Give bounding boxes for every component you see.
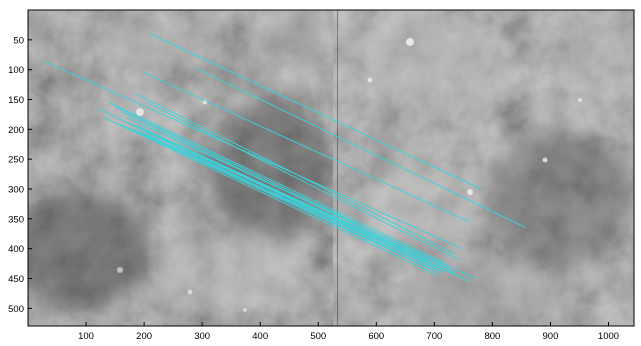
y-tick-label: 100	[8, 65, 24, 76]
match-line	[45, 61, 463, 250]
x-tick-label: 700	[426, 331, 442, 342]
x-tick-label: 300	[194, 331, 210, 342]
x-tick-label: 500	[310, 331, 326, 342]
match-line	[135, 93, 457, 256]
axes-frame	[27, 9, 635, 327]
y-tick-label: 350	[8, 214, 24, 225]
y-axis-ticks: 50 100 150 200 250 300 350 400 450 500	[8, 35, 32, 315]
left-surface-image	[28, 10, 340, 326]
x-axis-ticks: 100 200 300 400 500 600 700 800 900 1000	[78, 322, 619, 342]
y-tick-label: 450	[8, 274, 24, 285]
x-tick-label: 100	[78, 331, 94, 342]
x-tick-label: 1000	[598, 331, 619, 342]
x-tick-label: 900	[543, 331, 559, 342]
y-tick-label: 200	[8, 125, 24, 136]
y-tick-label: 50	[13, 35, 24, 46]
x-tick-label: 800	[484, 331, 500, 342]
match-line	[140, 71, 470, 223]
y-tick-label: 150	[8, 95, 24, 106]
match-line	[109, 102, 447, 265]
x-tick-label: 600	[368, 331, 384, 342]
y-tick-label: 500	[8, 304, 24, 315]
match-line	[126, 116, 476, 279]
y-tick-label: 400	[8, 244, 24, 255]
match-line	[103, 116, 438, 276]
right-surface-image	[333, 10, 634, 326]
match-line	[149, 33, 482, 190]
match-line	[132, 128, 444, 274]
y-tick-label: 250	[8, 155, 24, 166]
match-line	[146, 102, 461, 262]
match-line	[120, 124, 429, 269]
match-line	[172, 142, 423, 259]
y-tick-label: 300	[8, 185, 24, 196]
feature-match-lines	[45, 33, 527, 282]
x-tick-label: 200	[136, 331, 152, 342]
match-line	[196, 68, 527, 229]
x-tick-label: 400	[252, 331, 268, 342]
